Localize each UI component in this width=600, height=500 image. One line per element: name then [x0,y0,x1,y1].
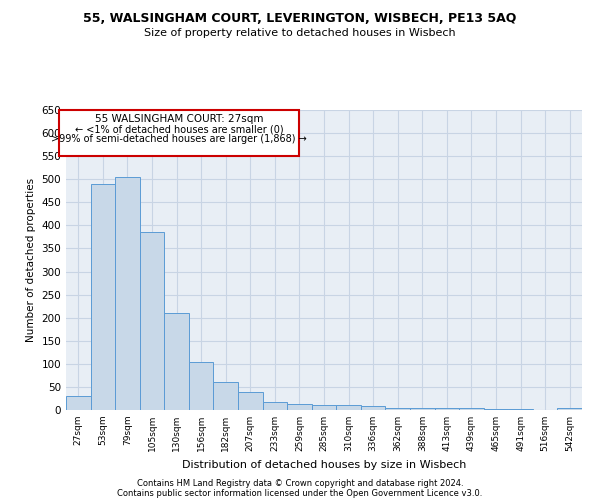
Y-axis label: Number of detached properties: Number of detached properties [26,178,36,342]
Bar [115,177,140,410]
Text: Contains HM Land Registry data © Crown copyright and database right 2024.: Contains HM Land Registry data © Crown c… [137,478,463,488]
Bar [508,409,533,410]
Bar [91,184,115,410]
Bar [263,402,287,410]
Bar [557,408,582,410]
Bar [287,404,312,410]
X-axis label: Distribution of detached houses by size in Wisbech: Distribution of detached houses by size … [182,460,466,469]
Bar [238,392,263,410]
Text: >99% of semi-detached houses are larger (1,868) →: >99% of semi-detached houses are larger … [51,134,307,144]
Bar [434,408,459,410]
Text: ← <1% of detached houses are smaller (0): ← <1% of detached houses are smaller (0) [75,124,283,134]
Bar [484,408,508,410]
Text: Size of property relative to detached houses in Wisbech: Size of property relative to detached ho… [144,28,456,38]
Bar [140,232,164,410]
Bar [66,396,91,410]
Bar [189,362,214,410]
Text: 55, WALSINGHAM COURT, LEVERINGTON, WISBECH, PE13 5AQ: 55, WALSINGHAM COURT, LEVERINGTON, WISBE… [83,12,517,26]
Bar [164,313,189,410]
Text: Contains public sector information licensed under the Open Government Licence v3: Contains public sector information licen… [118,488,482,498]
Text: 55 WALSINGHAM COURT: 27sqm: 55 WALSINGHAM COURT: 27sqm [95,114,263,124]
Bar [361,406,385,410]
Bar [385,408,410,410]
Bar [336,406,361,410]
Bar [214,382,238,410]
Bar [312,406,336,410]
FancyBboxPatch shape [59,110,299,156]
Bar [410,408,434,410]
Bar [459,408,484,410]
